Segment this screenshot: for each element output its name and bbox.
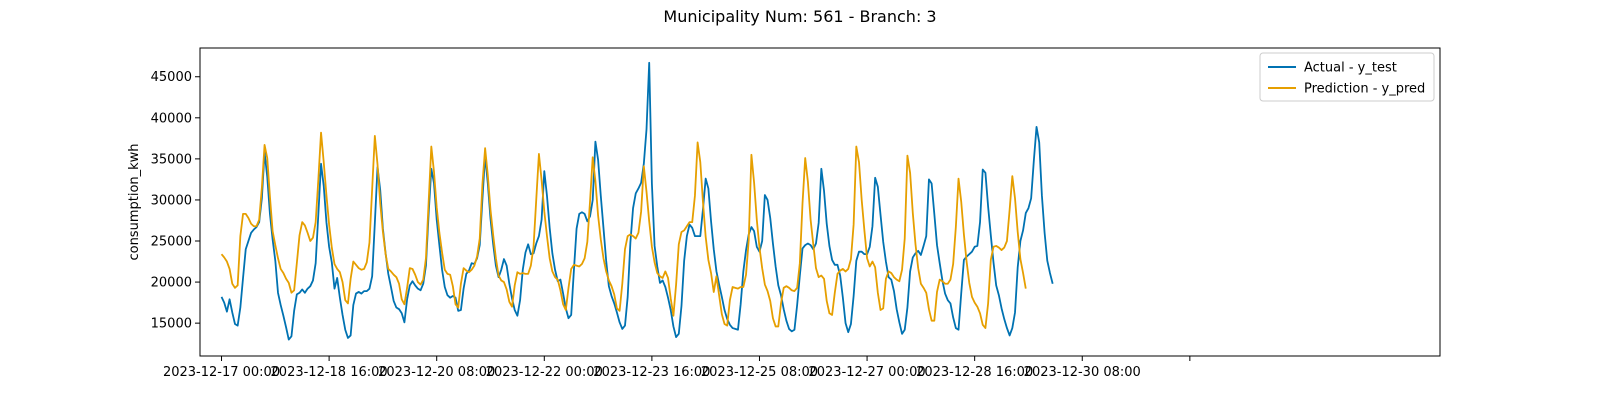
y-axis: 15000 20000 25000 30000 35000 40000 45000	[151, 70, 200, 332]
x-tick-label-4: 2023-12-23 16:00	[593, 365, 710, 380]
plot-area	[199, 47, 1441, 357]
y-tick-label-1: 20000	[151, 276, 192, 291]
legend-label-0: Actual - y_test	[1304, 61, 1397, 76]
y-tick-label-0: 15000	[151, 317, 192, 332]
x-tick-label-8: 2023-12-30 08:00	[1024, 365, 1141, 380]
y-tick-label-5: 40000	[151, 111, 192, 126]
x-tick-label-2: 2023-12-20 08:00	[378, 365, 495, 380]
x-tick-label-5: 2023-12-25 08:00	[701, 365, 818, 380]
series-line-0	[220, 61, 1054, 341]
x-tick-label-6: 2023-12-27 00:00	[808, 365, 925, 380]
y-axis-label: consumption_kwh	[127, 143, 142, 260]
legend: Actual - y_test Prediction - y_pred	[1259, 52, 1435, 102]
x-tick-label-1: 2023-12-18 16:00	[271, 365, 388, 380]
chart-title: Municipality Num: 561 - Branch: 3	[663, 7, 936, 26]
legend-box	[1259, 52, 1435, 102]
y-tick-label-6: 45000	[151, 70, 192, 85]
x-tick-label-7: 2023-12-28 16:00	[916, 365, 1033, 380]
y-tick-label-2: 25000	[151, 235, 192, 250]
x-tick-label-0: 2023-12-17 00:00	[163, 365, 280, 380]
y-tick-label-3: 30000	[151, 193, 192, 208]
series-layer	[220, 61, 1054, 341]
y-tick-label-4: 35000	[151, 152, 192, 167]
series-line-1	[220, 131, 1027, 329]
legend-label-1: Prediction - y_pred	[1304, 82, 1425, 97]
x-tick-label-3: 2023-12-22 00:00	[486, 365, 603, 380]
